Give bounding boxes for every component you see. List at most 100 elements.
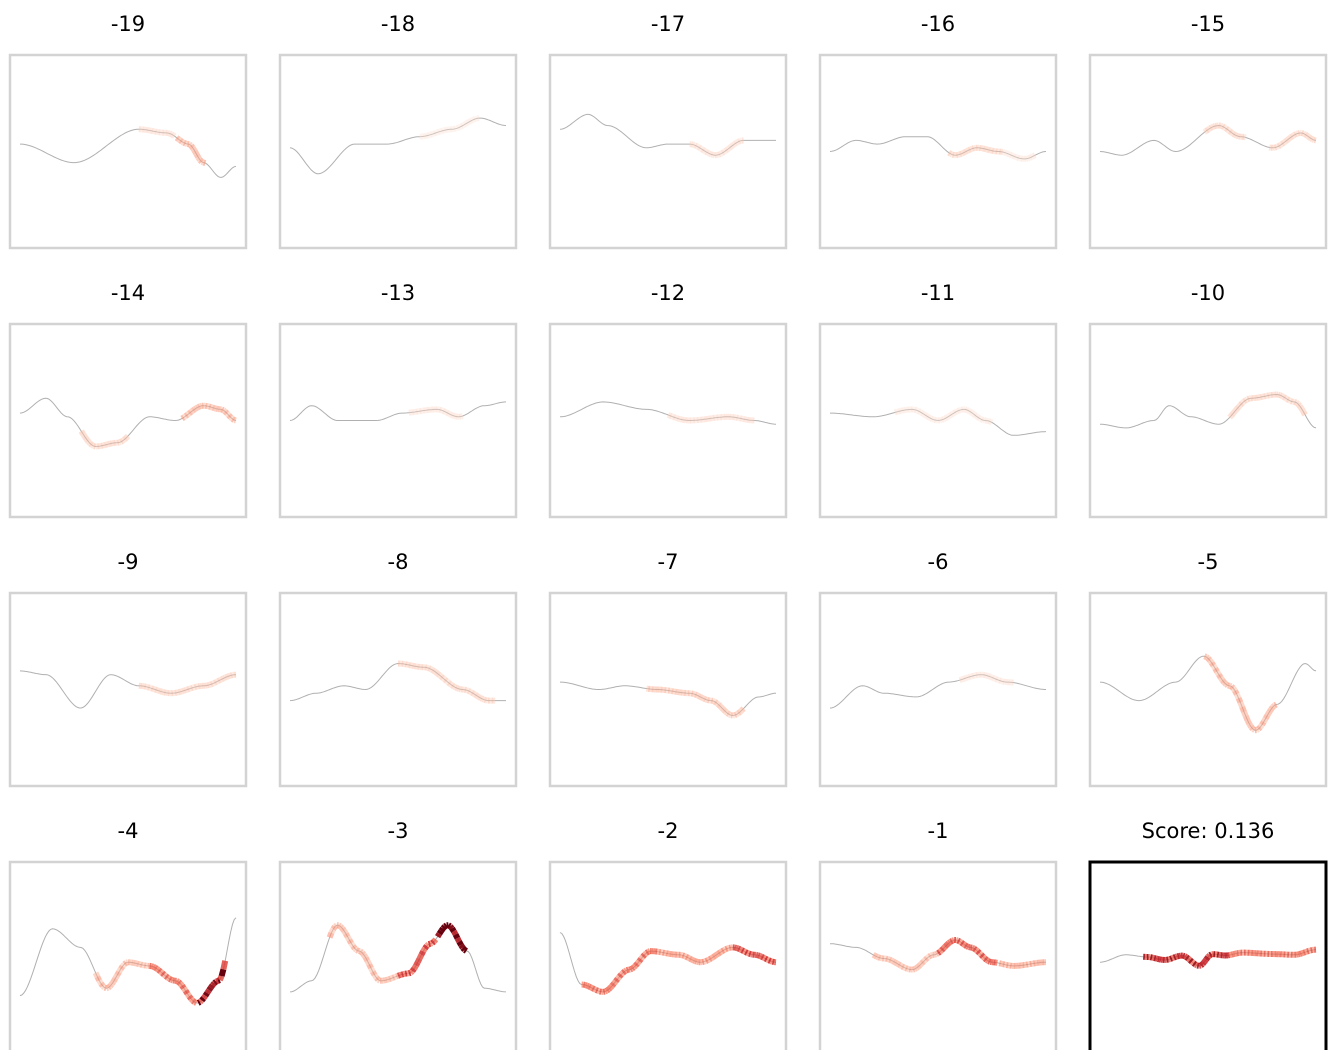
intensity-mark	[444, 678, 451, 685]
intensity-mark	[960, 150, 965, 157]
intensity-mark	[146, 684, 151, 691]
intensity-mark	[202, 159, 207, 166]
intensity-mark	[1285, 396, 1291, 403]
intensity-mark	[193, 999, 198, 1006]
intensity-mark	[1294, 400, 1300, 407]
panel-title: -17	[651, 12, 685, 36]
intensity-mark	[440, 924, 447, 931]
intensity-mark	[457, 123, 463, 131]
intensity-mark	[209, 680, 214, 688]
intensity-mark	[168, 130, 173, 137]
intensity-mark	[1204, 127, 1210, 134]
intensity-mark	[1268, 705, 1276, 712]
intensity-mark	[125, 959, 129, 966]
intensity-mark	[1280, 140, 1286, 147]
panel-frame	[818, 53, 1058, 250]
intensity-mark	[1229, 411, 1236, 418]
intensity-mark	[695, 143, 701, 150]
intensity-mark	[703, 958, 707, 965]
intensity-mark	[594, 987, 599, 994]
panel-frame	[818, 591, 1058, 788]
intensity-mark	[911, 966, 916, 973]
intensity-mark	[1241, 710, 1249, 718]
panel-10: -9	[8, 550, 248, 788]
intensity-mark	[100, 983, 107, 990]
intensity-mark	[355, 947, 360, 954]
panel-title: -12	[651, 281, 685, 305]
intensity-mark	[425, 664, 430, 671]
panel-5: -14	[8, 281, 248, 519]
intensity-mark	[919, 959, 926, 966]
intensity-mark	[343, 932, 351, 939]
intensity-mark	[946, 939, 953, 946]
intensity-mark	[436, 929, 444, 936]
intensity-mark	[956, 937, 961, 945]
intensity-mark	[443, 922, 449, 929]
intensity-mark	[920, 410, 926, 417]
intensity-mark	[211, 404, 216, 412]
panel-frame-highlighted	[1088, 860, 1328, 1050]
panel-frame	[278, 53, 518, 250]
intensity-mark	[436, 128, 441, 136]
intensity-mark	[963, 674, 968, 682]
intensity-mark	[396, 972, 401, 979]
intensity-mark	[118, 964, 126, 971]
panel-2: -17	[548, 12, 788, 250]
intensity-mark	[636, 957, 644, 964]
intensity-mark	[220, 406, 225, 413]
intensity-mark	[458, 943, 466, 950]
intensity-mark	[481, 696, 486, 703]
intensity-mark	[1214, 670, 1222, 677]
intensity-mark	[1014, 154, 1019, 161]
intensity-mark	[1295, 401, 1303, 408]
intensity-mark	[615, 974, 622, 981]
intensity-mark	[1201, 957, 1209, 964]
intensity-mark	[698, 145, 704, 152]
intensity-mark	[895, 408, 900, 415]
intensity-mark	[733, 711, 738, 718]
intensity-mark	[350, 944, 358, 951]
panel-4: -15	[1088, 12, 1328, 250]
intensity-mark	[923, 955, 930, 962]
series-line	[19, 670, 237, 709]
intensity-mark	[674, 414, 678, 422]
panel-17: -2	[548, 819, 788, 1050]
intensity-mark	[1225, 127, 1232, 134]
panel-frame	[1088, 53, 1328, 250]
intensity-mark	[1255, 726, 1260, 733]
intensity-mark	[393, 973, 398, 980]
intensity-mark	[623, 967, 629, 974]
intensity-mark	[395, 973, 400, 980]
intensity-mark	[697, 144, 702, 151]
intensity-mark	[1027, 154, 1031, 162]
panel-frame	[8, 860, 248, 1050]
intensity-mark	[971, 145, 975, 152]
intensity-mark	[965, 407, 970, 414]
intensity-mark	[972, 946, 978, 953]
intensity-mark	[1235, 132, 1240, 140]
intensity-mark	[199, 402, 203, 410]
intensity-mark	[965, 943, 970, 950]
intensity-mark	[707, 955, 713, 963]
intensity-mark	[977, 950, 984, 957]
intensity-mark	[704, 957, 709, 964]
intensity-mark	[940, 416, 945, 423]
intensity-mark	[432, 668, 438, 675]
intensity-mark	[977, 415, 983, 422]
intensity-mark	[411, 964, 419, 971]
intensity-mark	[181, 687, 185, 695]
intensity-mark	[893, 409, 898, 416]
intensity-mark	[1208, 124, 1214, 132]
intensity-mark	[473, 692, 479, 699]
intensity-mark	[120, 437, 127, 444]
intensity-mark	[450, 412, 455, 419]
intensity-mark	[896, 961, 902, 968]
intensity-mark	[1209, 661, 1216, 668]
intensity-mark	[118, 439, 122, 446]
intensity-mark	[889, 957, 895, 964]
intensity-mark	[937, 948, 944, 955]
intensity-mark	[713, 952, 719, 959]
intensity-mark	[186, 686, 191, 693]
intensity-mark	[84, 437, 91, 444]
intensity-mark	[454, 684, 459, 692]
